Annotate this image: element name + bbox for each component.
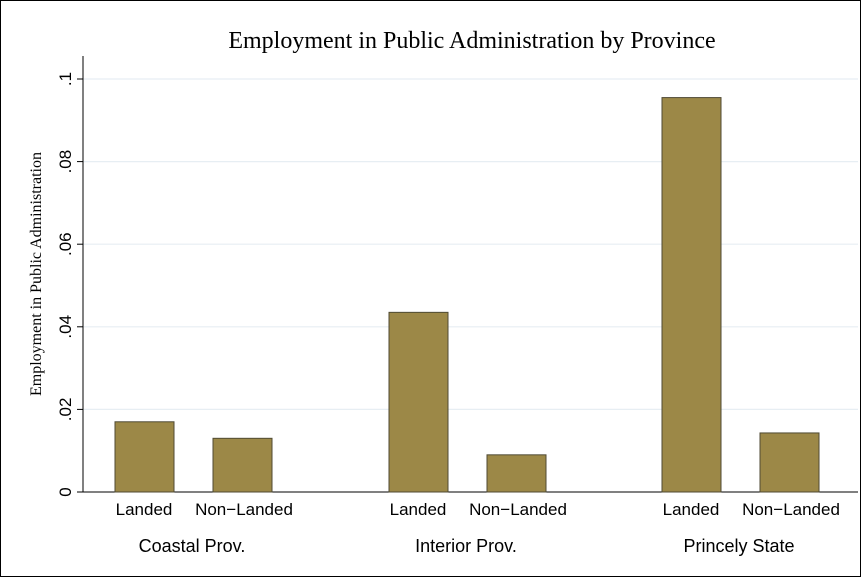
group-label: Princely State — [683, 536, 794, 556]
group-labels: Coastal Prov. Interior Prov. Princely Stat… — [139, 536, 795, 556]
bar — [114, 421, 175, 493]
bars — [114, 97, 820, 493]
group-label: Interior Prov. — [415, 536, 517, 556]
bar — [388, 311, 449, 493]
bar-category-label: Landed — [116, 500, 173, 519]
group-label: Coastal Prov. — [139, 536, 246, 556]
grid-lines — [83, 78, 858, 410]
y-tick-label: .02 — [56, 398, 75, 422]
y-axis-label: Employment in Public Administration — [28, 152, 45, 396]
bar-labels: Landed Non−Landed Landed Non−Landed Landed No… — [116, 500, 840, 519]
bar-category-label: Non−Landed — [195, 500, 293, 519]
plot-background — [83, 56, 858, 492]
y-tick-label: .08 — [56, 150, 75, 174]
y-ticks: 0 .02 .04 .06 .08 .1 — [56, 72, 83, 497]
bar — [212, 437, 273, 493]
bar-category-label: Non−Landed — [742, 500, 840, 519]
y-tick-label: .06 — [56, 232, 75, 256]
bar-category-label: Landed — [663, 500, 720, 519]
bar — [661, 97, 722, 493]
y-tick-label: 0 — [56, 487, 75, 496]
bar-category-label: Landed — [390, 500, 447, 519]
y-tick-label: .1 — [56, 72, 75, 86]
y-tick-label: .04 — [56, 315, 75, 339]
bar-category-label: Non−Landed — [469, 500, 567, 519]
chart-title: Employment in Public Administration by P… — [228, 28, 715, 54]
bar — [486, 454, 547, 493]
bar — [759, 432, 820, 493]
